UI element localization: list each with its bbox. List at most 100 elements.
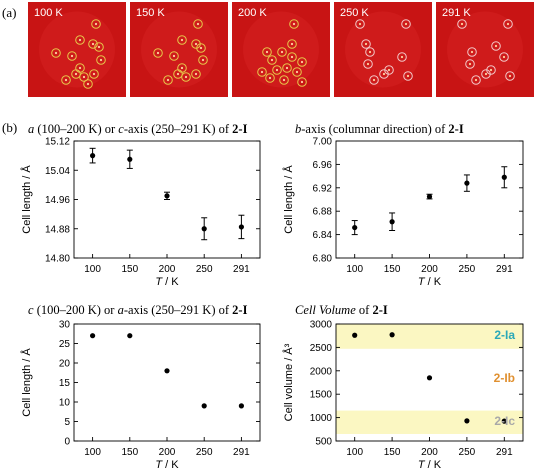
x-tick-label: 200 [421,447,438,458]
diffraction-image: 250 K [334,2,432,97]
spot-marker-circle [181,72,191,82]
y-tick-label: 1500 [310,390,333,401]
chart-title-part: c [28,303,34,317]
spot-marker-circle [272,65,282,75]
panel-b-label: (b) [2,120,18,135]
x-tick-label: 200 [159,447,176,458]
y-tick-label: 20 [59,359,71,370]
diffraction-spot [290,42,294,46]
panel-a-label: (a) [2,5,17,20]
spot-marker-circle [503,19,513,29]
diffraction-spot [97,45,101,49]
spot-marker-circle [94,42,104,52]
chart-title-part: a [28,122,34,136]
y-tick-label: 14.96 [45,195,70,206]
diffraction-spot [372,78,376,82]
plot-frame [335,140,524,259]
diffraction-glow [447,11,523,88]
x-axis-label: T / K [418,276,442,288]
diffraction-temperature-label: 250 K [340,7,369,19]
spot-marker-circle [267,55,277,65]
x-tick-label: 200 [421,264,438,275]
diffraction-glow [39,11,115,88]
y-tick-label: 0 [64,437,70,448]
data-point [426,375,433,381]
diffraction-spot [265,50,269,54]
diffraction-spot [494,44,498,48]
diffraction-spot [285,66,289,70]
spot-marker-circle [369,75,379,85]
diffraction-spot [91,42,95,46]
diffraction-spot [364,42,368,46]
x-tick-label: 250 [196,447,213,458]
spot-marker-circle [67,51,77,61]
data-point [127,156,133,162]
spot-marker-circle [481,69,491,79]
x-axis-label-var: T [155,276,163,288]
diffraction-pattern [334,2,432,97]
spot-marker-circle [467,47,477,57]
data-point [201,403,207,409]
data-point [127,333,133,339]
chart-4: Cell Volume of 2-I 500 1000 1500 2000 2500 300… [282,303,524,468]
diffraction-spot [70,54,74,58]
diffraction-spot [260,70,264,74]
spot-marker-circle [289,19,299,29]
data-point [389,219,395,225]
diffraction-temperature-label: 150 K [136,7,165,19]
spot-marker-circle [282,63,292,73]
x-tick-label: 100 [84,447,101,458]
diffraction-spot [404,22,408,26]
spot-marker-circle [89,69,99,79]
diffraction-spot [78,66,82,70]
diffraction-spot [176,72,180,76]
diffraction-spot [268,76,272,80]
diffraction-spot [94,22,98,26]
diffraction-spot [387,68,391,72]
x-tick-label: 100 [84,264,101,275]
spot-marker-circle [196,43,206,53]
data-point [90,333,96,339]
diffraction-spot [92,72,96,76]
x-tick-label: 291 [233,264,250,275]
diffraction-temperature-label: 100 K [34,7,63,19]
spot-marker-circle [297,57,307,67]
diffraction-spot [86,82,90,86]
chart-title-part: Cell Volume [295,303,356,317]
diffraction-spot [180,38,184,42]
chart-title-part: (100–200 K) or [34,303,118,317]
x-tick-label: 100 [346,264,363,275]
diffraction-spot [295,70,299,74]
x-tick-label: 200 [159,264,176,275]
diffraction-spot [172,54,176,58]
spot-marker-circle [51,48,61,58]
diffraction-spot [54,51,58,55]
spot-marker-circle [262,47,272,57]
chart-title-part: a [118,303,124,317]
diffraction-spot [180,66,184,70]
diffraction-spot [78,38,82,42]
chart-title-part: -axis (250–291 K) of [124,122,232,136]
diffraction-spot [99,58,103,62]
spot-marker-circle [491,41,501,51]
diffraction-spot [460,22,464,26]
diffraction-spot [358,22,362,26]
spot-marker-circle [191,69,201,79]
diffraction-pattern [232,2,330,97]
chart-title-part: -axis (250–291 K) of [124,303,232,317]
spot-marker-circle [465,59,475,69]
spot-marker-circle [61,75,71,85]
phase-label: 2-Ia [494,328,515,342]
spot-marker-circle [177,35,187,45]
chart-title-part: b [295,122,301,136]
phase-band [336,410,523,434]
data-point [501,418,507,424]
spot-marker-circle [505,71,515,81]
diffraction-image: 200 K [232,2,330,97]
diffraction-spot [194,42,198,46]
spot-marker-circle [279,75,289,85]
y-tick-label: 30 [59,320,71,331]
spot-marker-circle [75,35,85,45]
spot-marker-circle [79,72,89,82]
phase-band [336,324,523,349]
